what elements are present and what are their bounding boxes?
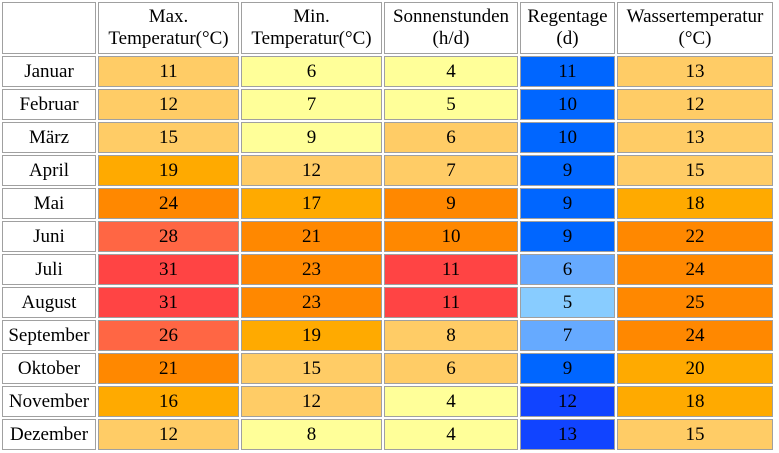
rain-days-cell: 7 (520, 320, 615, 351)
min-temp-cell: 6 (241, 56, 382, 87)
water-temp-cell: 18 (617, 188, 773, 219)
rain-days-cell: 9 (520, 221, 615, 252)
min-temp-cell: 23 (241, 287, 382, 318)
water-temp-cell: 13 (617, 122, 773, 153)
table-row: Juli 31 23 11 6 24 (2, 254, 773, 285)
rain-days-cell: 6 (520, 254, 615, 285)
rain-days-cell: 9 (520, 188, 615, 219)
month-cell: April (2, 155, 96, 186)
corner-cell (2, 2, 96, 54)
sunshine-hours-cell: 4 (384, 419, 518, 450)
min-temp-cell: 21 (241, 221, 382, 252)
water-temp-cell: 22 (617, 221, 773, 252)
sunshine-hours-cell: 7 (384, 155, 518, 186)
water-temp-cell: 18 (617, 386, 773, 417)
min-temp-cell: 9 (241, 122, 382, 153)
water-temp-cell: 25 (617, 287, 773, 318)
table-row: Juni 28 21 10 9 22 (2, 221, 773, 252)
rain-days-cell: 9 (520, 353, 615, 384)
sunshine-hours-cell: 6 (384, 353, 518, 384)
climate-table-body: Januar 11 6 4 11 13 Februar 12 7 5 10 12 März 15 9 6 10 1… (2, 56, 773, 450)
month-cell: Oktober (2, 353, 96, 384)
min-temp-cell: 23 (241, 254, 382, 285)
water-temp-cell: 24 (617, 254, 773, 285)
rain-days-cell: 9 (520, 155, 615, 186)
water-temp-cell: 13 (617, 56, 773, 87)
sunshine-hours-cell: 4 (384, 56, 518, 87)
sunshine-hours-cell: 4 (384, 386, 518, 417)
table-row: Mai 24 17 9 9 18 (2, 188, 773, 219)
table-row: Dezember 12 8 4 13 15 (2, 419, 773, 450)
max-temp-cell: 19 (98, 155, 239, 186)
max-temp-cell: 12 (98, 89, 239, 120)
header-min-temp: Min. Temperatur(°C) (241, 2, 382, 54)
header-max-temp: Max. Temperatur(°C) (98, 2, 239, 54)
month-cell: August (2, 287, 96, 318)
max-temp-cell: 16 (98, 386, 239, 417)
table-row: November 16 12 4 12 18 (2, 386, 773, 417)
table-row: September 26 19 8 7 24 (2, 320, 773, 351)
header-sunshine-hours: Sonnenstunden (h/d) (384, 2, 518, 54)
rain-days-cell: 10 (520, 89, 615, 120)
sunshine-hours-cell: 8 (384, 320, 518, 351)
water-temp-cell: 20 (617, 353, 773, 384)
table-row: Januar 11 6 4 11 13 (2, 56, 773, 87)
rain-days-cell: 11 (520, 56, 615, 87)
water-temp-cell: 12 (617, 89, 773, 120)
header-water-temp: Wassertemperatur (°C) (617, 2, 773, 54)
month-cell: Dezember (2, 419, 96, 450)
water-temp-cell: 15 (617, 419, 773, 450)
min-temp-cell: 12 (241, 386, 382, 417)
max-temp-cell: 12 (98, 419, 239, 450)
max-temp-cell: 24 (98, 188, 239, 219)
water-temp-cell: 24 (617, 320, 773, 351)
min-temp-cell: 12 (241, 155, 382, 186)
rain-days-cell: 10 (520, 122, 615, 153)
max-temp-cell: 26 (98, 320, 239, 351)
month-cell: Juni (2, 221, 96, 252)
rain-days-cell: 5 (520, 287, 615, 318)
table-row: Oktober 21 15 6 9 20 (2, 353, 773, 384)
sunshine-hours-cell: 11 (384, 254, 518, 285)
min-temp-cell: 19 (241, 320, 382, 351)
month-cell: März (2, 122, 96, 153)
table-row: März 15 9 6 10 13 (2, 122, 773, 153)
month-cell: Mai (2, 188, 96, 219)
water-temp-cell: 15 (617, 155, 773, 186)
table-row: Februar 12 7 5 10 12 (2, 89, 773, 120)
max-temp-cell: 31 (98, 254, 239, 285)
min-temp-cell: 15 (241, 353, 382, 384)
sunshine-hours-cell: 9 (384, 188, 518, 219)
table-row: August 31 23 11 5 25 (2, 287, 773, 318)
max-temp-cell: 15 (98, 122, 239, 153)
min-temp-cell: 7 (241, 89, 382, 120)
max-temp-cell: 21 (98, 353, 239, 384)
table-row: April 19 12 7 9 15 (2, 155, 773, 186)
sunshine-hours-cell: 10 (384, 221, 518, 252)
sunshine-hours-cell: 11 (384, 287, 518, 318)
max-temp-cell: 31 (98, 287, 239, 318)
sunshine-hours-cell: 5 (384, 89, 518, 120)
sunshine-hours-cell: 6 (384, 122, 518, 153)
rain-days-cell: 12 (520, 386, 615, 417)
month-cell: September (2, 320, 96, 351)
header-row: Max. Temperatur(°C) Min. Temperatur(°C) So… (2, 2, 773, 54)
min-temp-cell: 17 (241, 188, 382, 219)
rain-days-cell: 13 (520, 419, 615, 450)
month-cell: November (2, 386, 96, 417)
max-temp-cell: 11 (98, 56, 239, 87)
month-cell: Januar (2, 56, 96, 87)
header-rain-days: Regentage (d) (520, 2, 615, 54)
min-temp-cell: 8 (241, 419, 382, 450)
month-cell: Juli (2, 254, 96, 285)
month-cell: Februar (2, 89, 96, 120)
max-temp-cell: 28 (98, 221, 239, 252)
